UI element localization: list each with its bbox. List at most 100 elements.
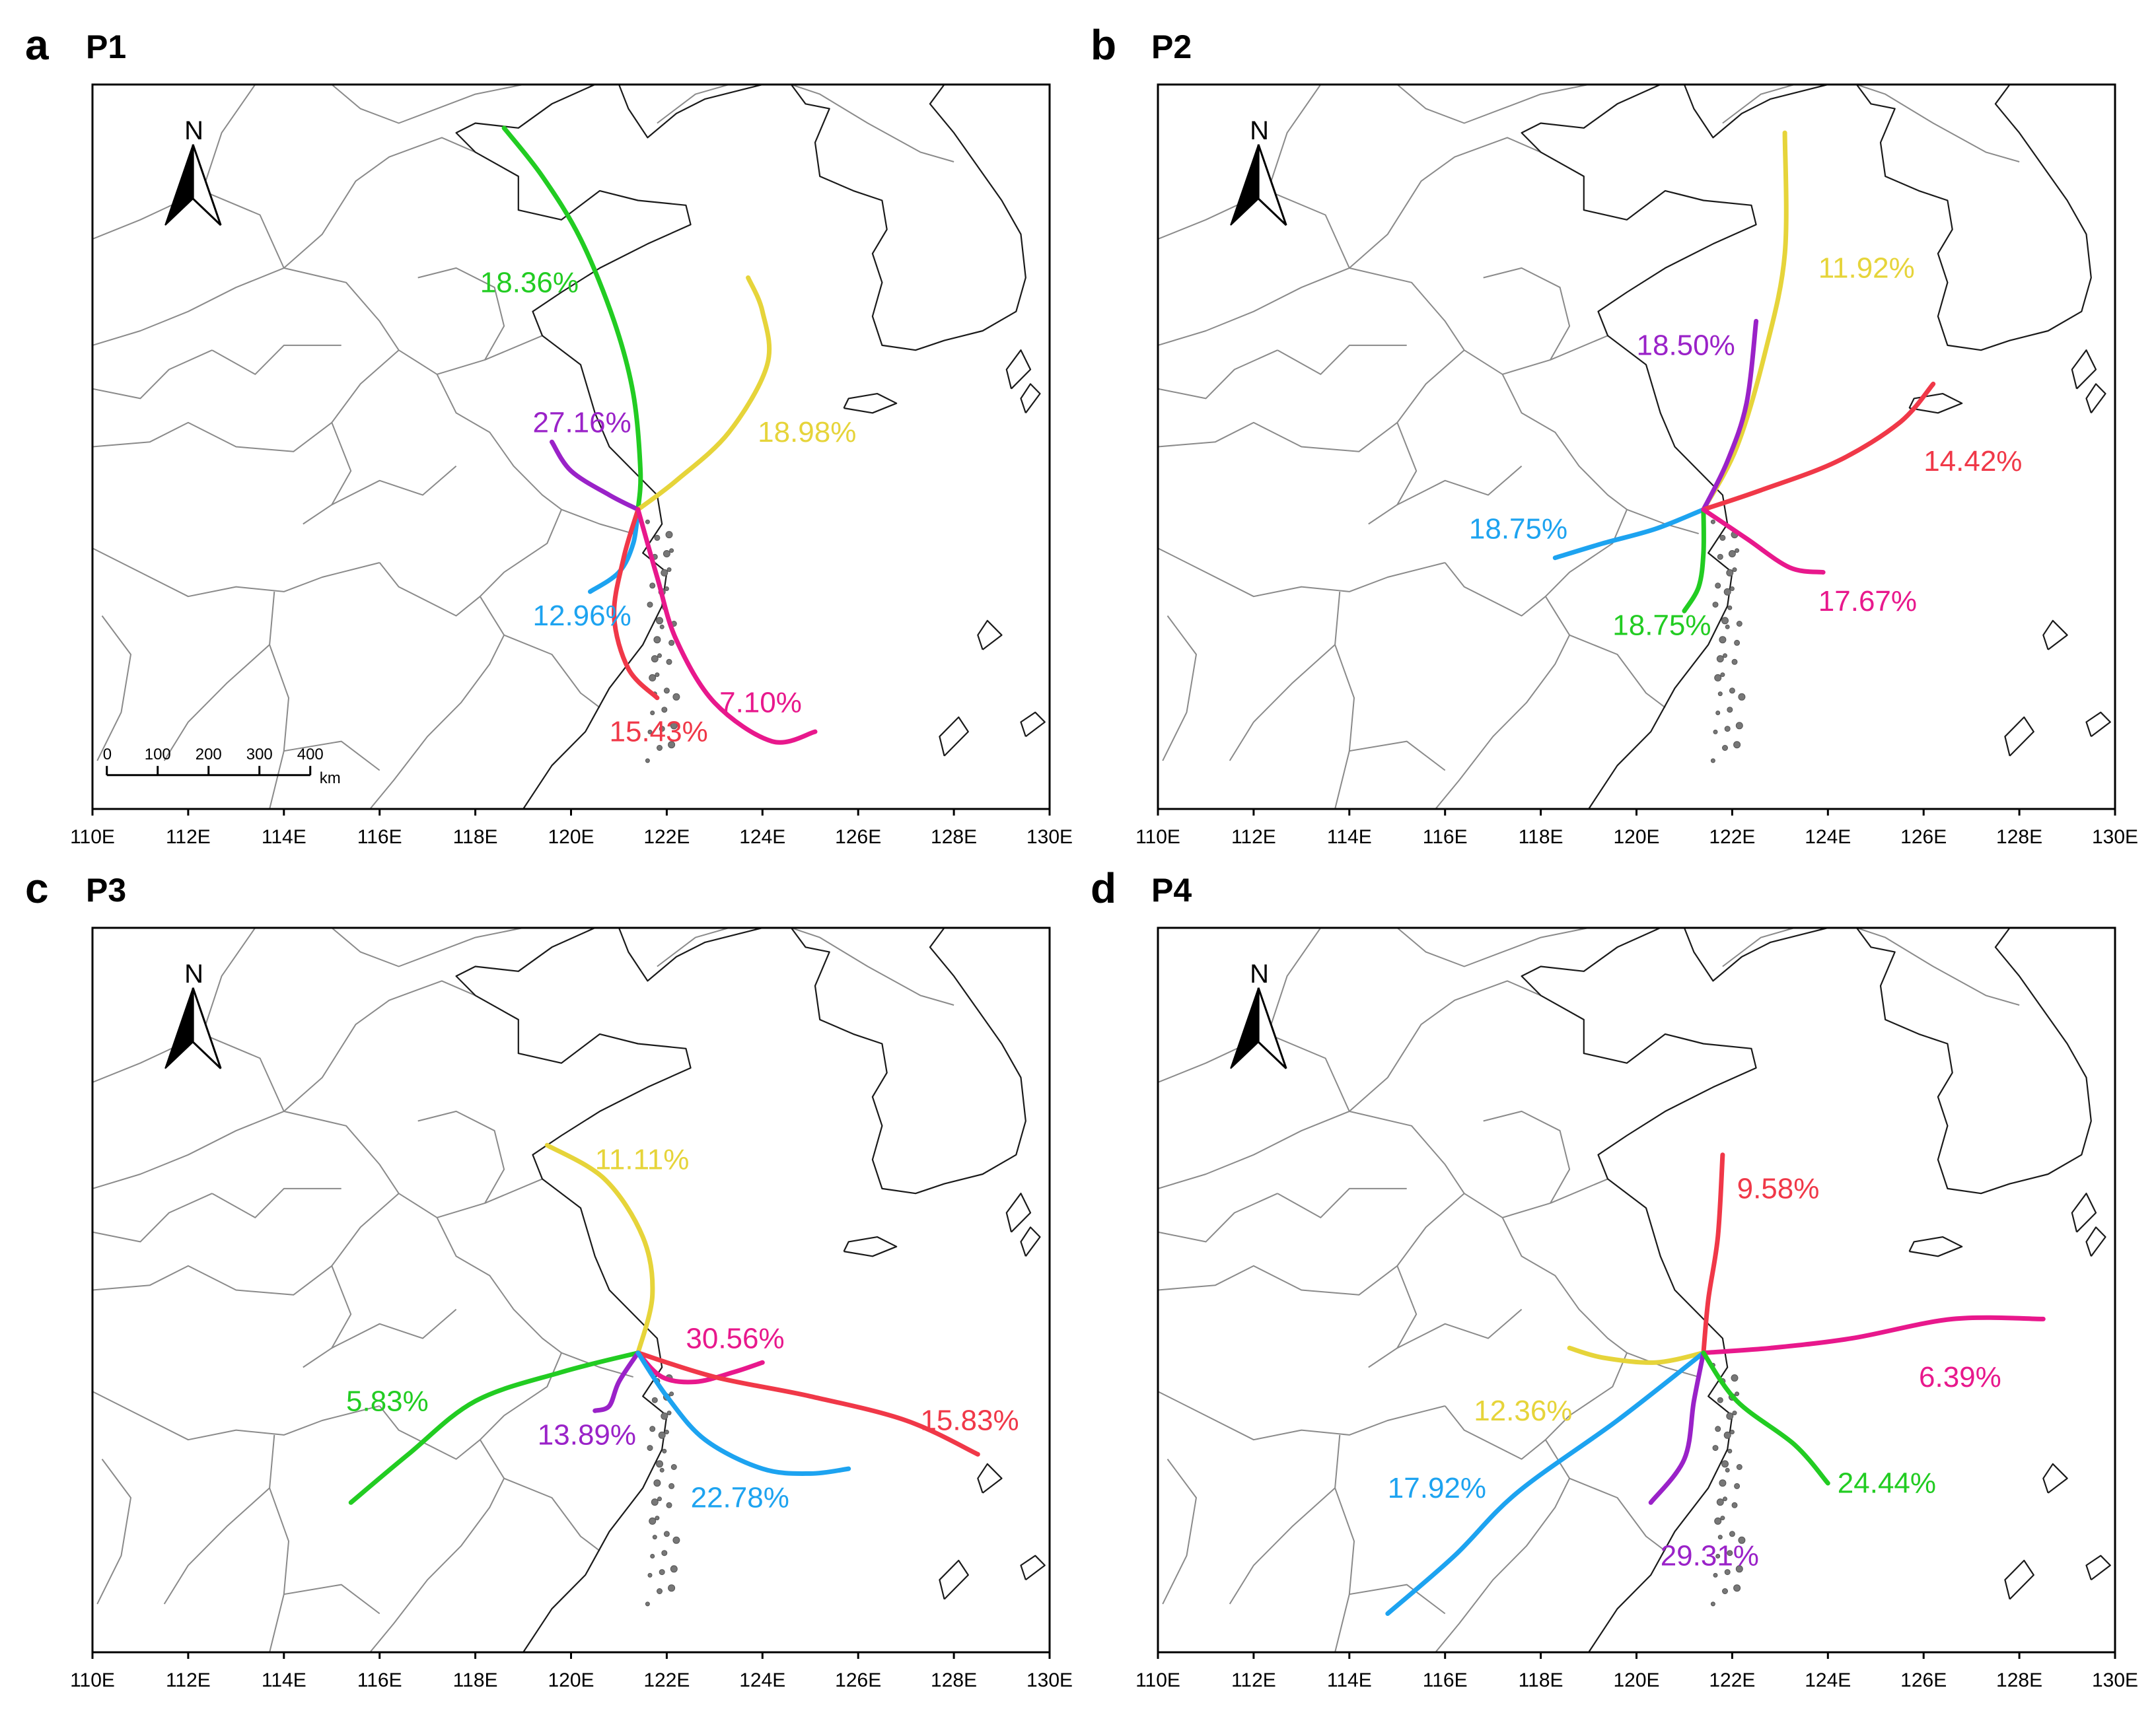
lon-tick-label: 130E bbox=[1026, 1669, 1073, 1691]
island-dot bbox=[657, 1496, 662, 1502]
province-border bbox=[1162, 1458, 1197, 1605]
province-border bbox=[92, 1193, 213, 1243]
lon-tick-label: 128E bbox=[1996, 1669, 2042, 1691]
island-dot bbox=[1720, 1516, 1725, 1521]
island-dot bbox=[670, 1565, 678, 1573]
trajectory-b-2 bbox=[1701, 318, 1759, 512]
lon-tick-label: 118E bbox=[453, 826, 498, 848]
scale-unit: km bbox=[320, 769, 341, 787]
lon-tick-label: 118E bbox=[1519, 826, 1563, 848]
province-border bbox=[1334, 1434, 1355, 1652]
island-outline bbox=[2004, 716, 2034, 757]
scale-tick-label: 300 bbox=[246, 746, 273, 763]
province-border bbox=[1162, 615, 1197, 761]
trajectory-d-6 bbox=[1701, 1350, 1830, 1486]
province-border bbox=[1501, 1217, 1699, 1378]
island-dot bbox=[659, 624, 665, 629]
lon-tick-label: 114E bbox=[1327, 826, 1372, 848]
island-dot bbox=[668, 1483, 675, 1489]
island-dot bbox=[649, 582, 656, 589]
province-border bbox=[269, 1434, 289, 1652]
island-dot bbox=[647, 729, 653, 734]
island-dot bbox=[1736, 1464, 1743, 1470]
island-dot bbox=[1717, 553, 1723, 560]
trajectory-d-3 bbox=[1567, 1345, 1706, 1365]
province-border bbox=[1483, 267, 1571, 361]
lon-tick-label: 128E bbox=[931, 826, 977, 848]
island-dot bbox=[1729, 687, 1735, 694]
province-border bbox=[1158, 980, 1541, 1189]
province-border bbox=[163, 644, 270, 761]
trajectory-a-6 bbox=[635, 507, 818, 745]
island-dot bbox=[1731, 1374, 1739, 1382]
island-dot bbox=[1729, 586, 1735, 591]
lon-tick-label: 124E bbox=[1805, 826, 1851, 848]
island-dot bbox=[1716, 1498, 1724, 1506]
province-border bbox=[791, 85, 954, 162]
map-background bbox=[1158, 928, 2115, 1652]
province-border bbox=[1368, 1193, 1465, 1368]
island-dot bbox=[1715, 1426, 1721, 1432]
island-dot bbox=[649, 674, 657, 682]
map-background bbox=[92, 85, 1050, 809]
province-border bbox=[1483, 1110, 1571, 1204]
lon-tick-label: 124E bbox=[739, 1669, 785, 1691]
trajectory-d-5 bbox=[1648, 1350, 1706, 1505]
province-border bbox=[1856, 928, 2020, 1006]
island-dot bbox=[1733, 1584, 1741, 1592]
trajectory-c-2 bbox=[348, 1350, 641, 1505]
cluster-percentage-label: 18.98% bbox=[758, 416, 856, 448]
island-dot bbox=[647, 1445, 653, 1452]
island-dot bbox=[1726, 1412, 1734, 1420]
island-outline bbox=[2042, 619, 2068, 650]
island-dot bbox=[668, 741, 676, 749]
island-dot bbox=[656, 617, 663, 625]
island-dot bbox=[1723, 1431, 1731, 1439]
lon-tick-label: 112E bbox=[1231, 826, 1276, 848]
scale-tick-label: 100 bbox=[145, 746, 171, 763]
island-dot bbox=[1720, 672, 1725, 678]
panel-letter: a bbox=[25, 21, 49, 69]
scale-tick-label: 400 bbox=[297, 746, 324, 763]
lon-tick-label: 114E bbox=[262, 1669, 306, 1691]
island-dot bbox=[650, 711, 655, 715]
province-border bbox=[1229, 1487, 1336, 1605]
province-border bbox=[1158, 349, 1278, 400]
lon-tick-label: 126E bbox=[1900, 1669, 1947, 1691]
trajectory-c-1 bbox=[544, 1142, 655, 1356]
island-outline bbox=[2004, 1559, 2034, 1600]
cluster-percentage-label: 18.75% bbox=[1612, 610, 1711, 642]
north-label: N bbox=[184, 116, 203, 145]
lon-tick-label: 112E bbox=[1231, 1669, 1276, 1691]
island-outline bbox=[2085, 1555, 2111, 1581]
lon-tick-label: 120E bbox=[1613, 826, 1659, 848]
lon-tick-label: 110E bbox=[1135, 1669, 1180, 1691]
province-border bbox=[1158, 137, 1541, 346]
island-outline bbox=[2085, 1226, 2106, 1257]
island-dot bbox=[1731, 658, 1738, 665]
panel-letter: d bbox=[1091, 864, 1116, 912]
province-border bbox=[657, 928, 729, 967]
island-dot bbox=[651, 1498, 659, 1506]
island-dot bbox=[1729, 1531, 1735, 1537]
province-border bbox=[211, 344, 341, 375]
korea-coastline bbox=[790, 85, 1026, 351]
province-border bbox=[1158, 547, 1445, 598]
cluster-percentage-label: 27.16% bbox=[533, 407, 631, 439]
lon-tick-label: 122E bbox=[643, 1669, 690, 1691]
island-dot bbox=[1722, 1588, 1728, 1594]
trajectory-b-3 bbox=[1701, 381, 1936, 512]
province-border bbox=[303, 1193, 400, 1368]
province-border bbox=[436, 374, 633, 535]
cluster-percentage-label: 15.83% bbox=[920, 1405, 1019, 1437]
province-border bbox=[331, 466, 457, 506]
island-outline bbox=[1005, 349, 1032, 390]
korea-coastline bbox=[790, 928, 1026, 1195]
island-dot bbox=[651, 1397, 658, 1403]
island-outline bbox=[2085, 383, 2106, 413]
lon-tick-label: 130E bbox=[2092, 826, 2138, 848]
island-dot bbox=[650, 1554, 655, 1558]
island-dot bbox=[645, 519, 650, 524]
lon-tick-label: 128E bbox=[1996, 826, 2042, 848]
liaodong-coastline bbox=[618, 85, 763, 139]
